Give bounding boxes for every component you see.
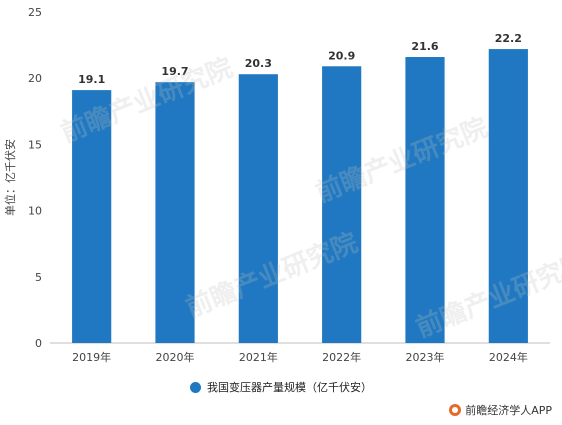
x-tick-label: 2021年	[239, 350, 278, 364]
x-axis: 2019年 2020年 2021年 2022年 2023年 2024年	[50, 342, 550, 364]
qianzhan-logo-icon	[449, 404, 462, 416]
y-tick-label: 15	[28, 138, 42, 151]
bar	[238, 74, 278, 343]
data-label: 20.9	[328, 49, 355, 62]
data-label: 19.7	[161, 65, 188, 78]
x-tick-label: 2022年	[322, 350, 361, 364]
data-labels: 19.1 19.7 20.3 20.9 21.6 22.2	[78, 32, 522, 86]
bar	[322, 66, 362, 343]
y-tick-label: 20	[28, 72, 42, 85]
bar	[488, 49, 528, 344]
x-tick-label: 2024年	[489, 350, 528, 364]
data-label: 19.1	[78, 73, 105, 86]
y-axis: 0 5 10 15 20 25	[28, 6, 42, 350]
legend: 我国变压器产量规模（亿千伏安）	[0, 379, 562, 395]
bar	[72, 90, 112, 343]
bar	[405, 57, 445, 344]
data-label: 20.3	[245, 57, 272, 70]
x-tick-label: 2020年	[156, 350, 195, 364]
y-tick-label: 5	[35, 271, 42, 284]
x-tick-label: 2019年	[72, 350, 111, 364]
bars	[72, 49, 528, 344]
y-tick-label: 25	[28, 6, 42, 19]
y-tick-label: 10	[28, 205, 42, 218]
footer-text: 前瞻经济学人APP	[465, 404, 552, 417]
bar	[155, 82, 195, 343]
legend-marker	[190, 381, 201, 393]
legend-label: 我国变压器产量规模（亿千伏安）	[207, 381, 372, 394]
data-label: 22.2	[495, 32, 522, 45]
data-label: 21.6	[411, 40, 438, 53]
y-tick-label: 0	[35, 337, 42, 350]
x-tick-label: 2023年	[406, 350, 445, 364]
y-axis-label: 单位：亿千伏安	[3, 139, 17, 216]
footer-brand: 前瞻经济学人APP	[449, 402, 552, 418]
